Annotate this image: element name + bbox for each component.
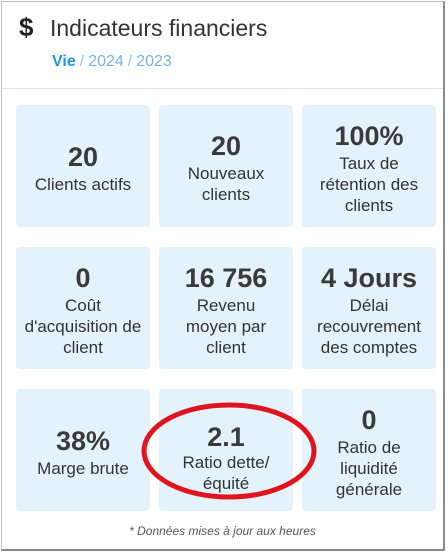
- tile-value: 4 Jours: [320, 263, 418, 293]
- tile-value: 2.1: [207, 422, 245, 452]
- tile-marge-brute: 38% Marge brute: [16, 389, 150, 511]
- tile-taux-retention: 100% Taux de rétention des clients: [302, 105, 436, 227]
- tab-separator: /: [79, 53, 85, 70]
- tile-nouveaux-clients: 20 Nouveaux clients: [159, 105, 293, 227]
- tile-value: 16 756: [184, 263, 268, 293]
- tile-label: Ratio de liquidité générale: [335, 438, 403, 499]
- tab-vie[interactable]: Vie: [52, 53, 76, 70]
- card-title: Indicateurs financiers: [50, 15, 268, 41]
- tile-value: 0: [361, 405, 377, 435]
- tile-value: 0: [75, 263, 91, 293]
- tile-label: Marge brute: [37, 459, 129, 478]
- tile-label: Nouveaux clients: [187, 164, 265, 204]
- tile-label: Délai recouvrement des comptes: [317, 296, 421, 357]
- tile-clients-actifs: 20 Clients actifs: [16, 105, 150, 227]
- tile-value: 20: [210, 131, 242, 161]
- tab-2024[interactable]: 2024: [88, 53, 124, 70]
- card-header: $ Indicateurs financiers Vie/2024/2023: [2, 2, 443, 89]
- tile-ratio-dette-equite: 2.1 Ratio dette/ équité: [159, 389, 293, 511]
- dollar-icon: $: [19, 12, 34, 42]
- tile-value: 38%: [55, 426, 111, 456]
- tile-cout-acquisition: 0 Coût d'acquisition de client: [16, 247, 150, 369]
- tile-ratio-liquidite: 0 Ratio de liquidité générale: [302, 389, 436, 511]
- tab-2023[interactable]: 2023: [136, 53, 172, 70]
- year-tabs: Vie/2024/2023: [52, 53, 172, 71]
- tile-value: 20: [67, 142, 99, 172]
- footer-note: * Données mises à jour aux heures: [129, 524, 316, 538]
- tile-value: 100%: [334, 121, 404, 151]
- tab-separator: /: [127, 53, 133, 70]
- tile-label: Taux de rétention des clients: [319, 154, 419, 215]
- tile-label: Clients actifs: [34, 175, 132, 194]
- tile-delai-recouvrement: 4 Jours Délai recouvrement des comptes: [302, 247, 436, 369]
- tile-label: Ratio dette/ équité: [182, 453, 270, 493]
- tile-label: Revenu moyen par client: [185, 296, 267, 357]
- tile-revenu-moyen: 16 756 Revenu moyen par client: [159, 247, 293, 369]
- tile-label: Coût d'acquisition de client: [24, 296, 142, 357]
